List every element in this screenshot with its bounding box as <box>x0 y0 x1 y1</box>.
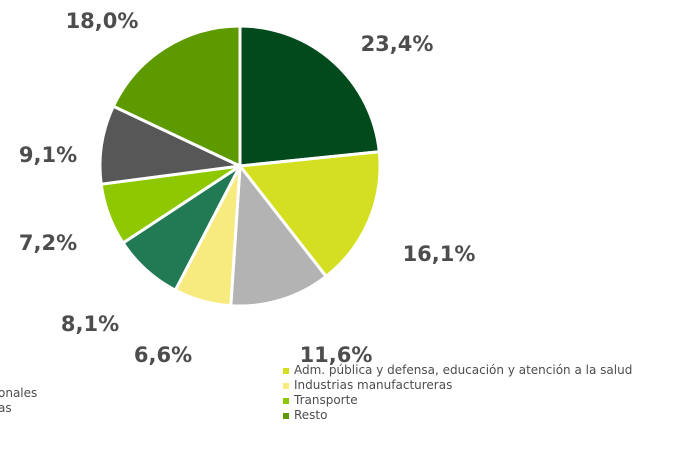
pie-slices <box>98 24 382 308</box>
value-label-2: 16,1% <box>403 242 476 266</box>
legend-swatch <box>283 367 289 374</box>
value-label-4: 6,6% <box>134 343 192 367</box>
legend-item: as <box>0 401 37 416</box>
legend-item: Industrias manufactureras <box>283 378 632 393</box>
value-label-3: 11,6% <box>300 343 373 367</box>
legend-label: Industrias manufactureras <box>294 378 453 392</box>
legend-label: Resto <box>294 408 328 422</box>
value-label-5: 8,1% <box>61 312 119 336</box>
pie-slice-1 <box>238 24 381 168</box>
value-label-8: 18,0% <box>66 9 139 33</box>
legend-item: Transporte <box>283 393 632 408</box>
value-label-1: 23,4% <box>361 32 434 56</box>
legend-swatch <box>283 382 289 389</box>
pie-value-labels: 23,4% 16,1% 11,6% 6,6% 8,1% 7,2% 9,1% 18,0% <box>19 9 476 367</box>
legend-label: Adm. pública y defensa, educación y aten… <box>294 363 633 377</box>
pie-slice-2 <box>238 150 382 278</box>
legend-left: onales as <box>0 386 37 416</box>
value-label-7: 9,1% <box>19 143 77 167</box>
pie-slice-7 <box>98 104 242 186</box>
legend-swatch <box>283 397 289 404</box>
legend-label: Transporte <box>294 393 358 407</box>
legend-right: Adm. pública y defensa, educación y aten… <box>283 363 632 423</box>
pie-slice-8 <box>111 24 242 168</box>
legend-swatch <box>283 412 289 419</box>
legend-item: Adm. pública y defensa, educación y aten… <box>283 363 632 378</box>
legend-item: onales <box>0 386 37 401</box>
legend-label: as <box>0 401 12 415</box>
legend-item: Resto <box>283 408 632 423</box>
value-label-6: 7,2% <box>19 231 77 255</box>
legend-label: onales <box>0 386 38 400</box>
pie-slice-3 <box>229 164 328 308</box>
